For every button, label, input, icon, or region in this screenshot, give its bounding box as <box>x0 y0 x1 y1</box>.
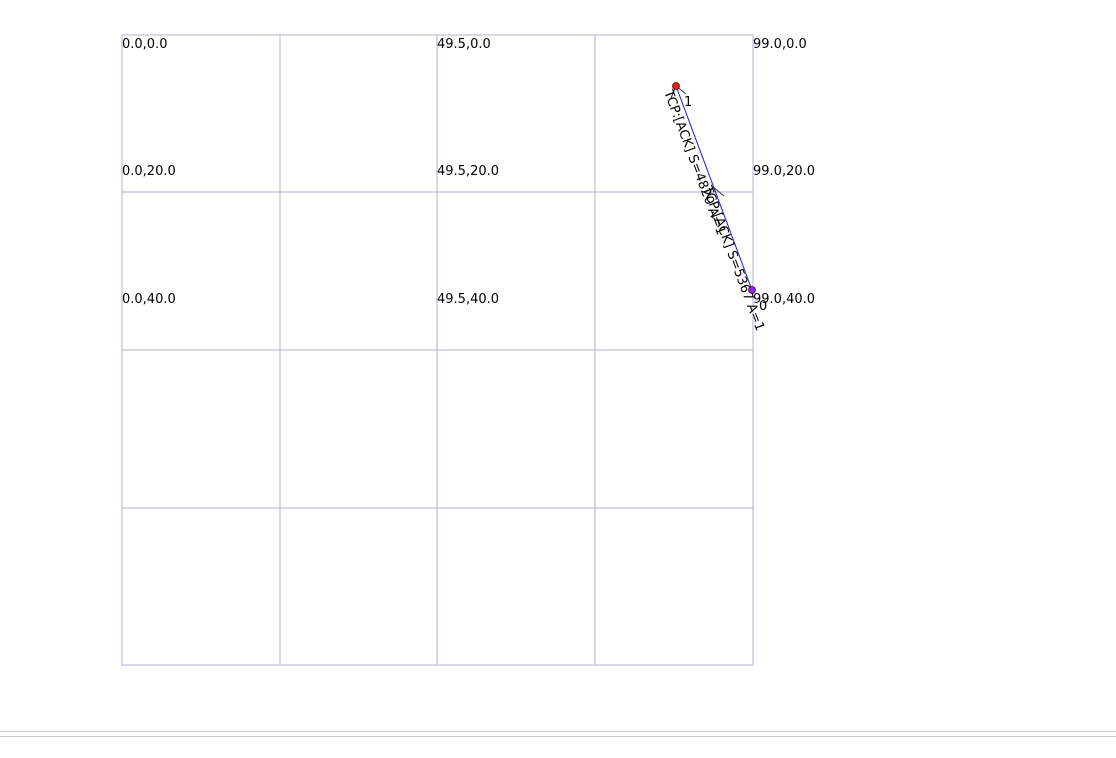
coord-label: 0.0,40.0 <box>122 292 176 307</box>
node-dot[interactable] <box>748 286 756 294</box>
node-0[interactable]: 0 <box>748 286 768 315</box>
node-label: 1 <box>684 95 692 110</box>
coord-label: 49.5,0.0 <box>437 37 491 52</box>
coord-label: 49.5,20.0 <box>437 164 499 179</box>
coord-label: 99.0,20.0 <box>753 164 815 179</box>
node-label: 0 <box>759 299 767 314</box>
coord-labels: 0.0,0.0 49.5,0.0 99.0,0.0 0.0,20.0 49.5,… <box>122 37 815 307</box>
node-dot[interactable] <box>672 82 680 90</box>
coord-label: 0.0,0.0 <box>122 37 167 52</box>
coord-label: 99.0,40.0 <box>753 292 815 307</box>
grid <box>121 34 754 666</box>
coord-label: 99.0,0.0 <box>753 37 807 52</box>
packet-label: TCP:[ACK] S=5367 A=1 <box>699 183 767 333</box>
coord-label: 0.0,20.0 <box>122 164 176 179</box>
packet-arrow-icon <box>705 186 725 200</box>
footer-divider <box>0 731 1116 732</box>
node-1[interactable]: 1 <box>672 82 693 111</box>
coord-label: 49.5,40.0 <box>437 292 499 307</box>
footer-divider <box>0 736 1116 737</box>
